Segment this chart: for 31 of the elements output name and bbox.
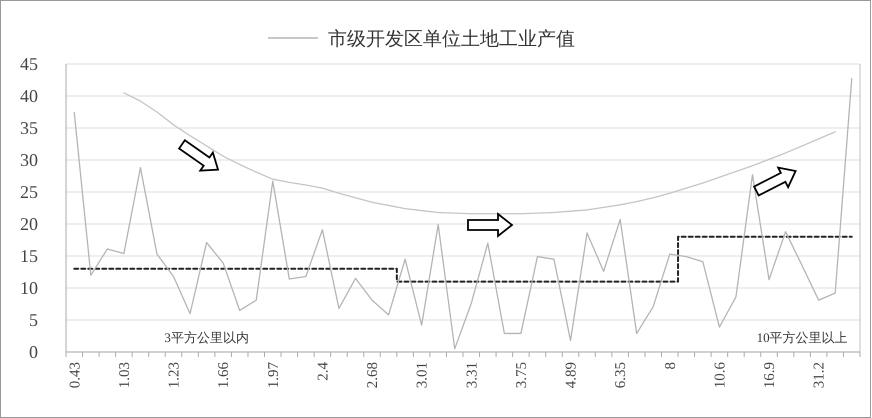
line-series (123, 92, 836, 214)
y-tick-label: 5 (29, 310, 38, 330)
annotation: 3平方公里以内 (164, 330, 249, 345)
x-tick-label: 16.9 (762, 362, 778, 388)
line-series (74, 78, 852, 350)
x-tick-label: 1.66 (216, 362, 232, 388)
y-tick-label: 0 (29, 342, 38, 362)
x-tick-label: 8 (662, 362, 679, 370)
x-tick-label: 1.03 (116, 362, 133, 388)
y-tick-label: 15 (20, 246, 38, 266)
x-tick-label: 6.35 (613, 362, 630, 388)
y-tick-label: 45 (20, 54, 38, 74)
y-tick-label: 30 (20, 150, 38, 170)
x-tick-label: 3.01 (414, 362, 431, 388)
y-tick-label: 40 (20, 86, 38, 106)
x-tick-label: 31.2 (812, 362, 828, 388)
y-tick-label: 10 (20, 278, 38, 298)
x-tick-label: 2.68 (365, 362, 382, 388)
x-tick-label: 10.6 (712, 362, 728, 388)
y-tick-label: 35 (20, 118, 38, 138)
x-tick-label: 3.31 (464, 362, 480, 388)
x-tick-label: 2.4 (315, 362, 332, 381)
x-tick-label: 0.43 (67, 362, 84, 388)
annotation: 10平方公里以上 (756, 330, 848, 345)
legend-label: 市级开发区单位土地工业产值 (328, 28, 575, 50)
y-tick-label: 25 (20, 182, 38, 202)
x-tick-label: 1.97 (266, 362, 282, 388)
x-tick-label: 4.89 (564, 362, 580, 388)
x-tick-label: 1.23 (166, 362, 183, 388)
x-tick-label: 3.75 (514, 362, 530, 388)
y-tick-label: 20 (20, 214, 38, 234)
